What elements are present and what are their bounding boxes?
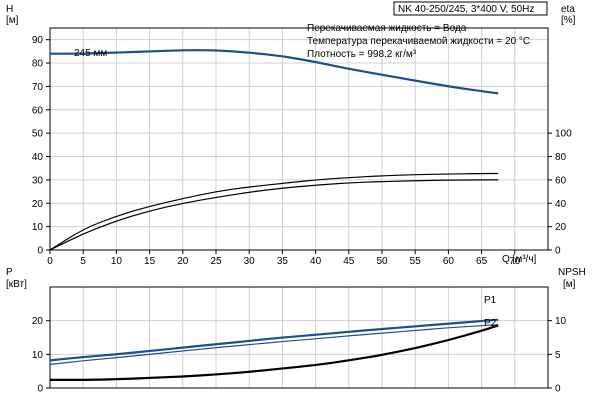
x-tick-label-14: 70 [509,256,521,267]
right-tick-label-3: 60 [555,175,567,186]
impeller-diameter-annotation: 245 мм [74,48,107,59]
left-tick-label-1: 10 [32,350,44,361]
right-tick-label-1: 20 [555,222,567,233]
series-line-eta-upper [49,172,499,251]
x-tick-label-0: 0 [47,256,53,267]
info-line-2: Температура перекачиваемой жидкости = 20… [307,36,530,47]
header-box [393,1,548,16]
x-tick-label-2: 10 [111,256,123,267]
series-line-npsh [49,324,499,381]
right-tick-label-0: 0 [555,246,561,257]
x-tick-label-10: 50 [376,256,388,267]
top-right-axis-label-line2: [%] [561,15,576,26]
left-tick-label-6: 60 [32,105,44,116]
series-label-p2: P2 [484,318,497,329]
series-line-eta-lower [49,179,499,251]
top-left-axis-label-line1: H [6,4,13,15]
left-tick-label-4: 40 [32,152,44,163]
top-left-axis-ticks: 0 10 20 30 40 50 60 70 80 90 [32,35,50,257]
left-tick-label-1: 10 [32,222,44,233]
x-tick-label-12: 60 [443,256,455,267]
x-tick-label-3: 15 [144,256,156,267]
right-tick-label-4: 80 [555,152,567,163]
x-tick-label-9: 45 [343,256,355,267]
series-line-h [49,49,499,95]
left-tick-label-0: 0 [37,246,43,257]
right-tick-label-5: 100 [555,129,572,140]
bottom-left-axis-label-line1: P [6,267,13,278]
left-tick-label-0: 0 [37,384,43,395]
right-tick-label-2: 40 [555,199,567,210]
top-gridlines [50,28,548,250]
info-line-1: Перекачиваемая жидкость = Вода [307,23,467,34]
x-tick-label-11: 55 [410,256,422,267]
bottom-panel: 0 10 20 0 5 10 P [кВт] NPSH [м] P1 P2 [6,267,586,395]
top-right-axis-label-line1: eta [561,4,575,15]
bottom-right-axis-ticks: 0 5 10 [548,316,567,395]
header-box-text: NK 40-250/245, 3*400 V, 50Hz [398,4,534,15]
bottom-plot-frame [49,286,549,389]
left-tick-label-9: 90 [32,35,44,46]
right-tick-label-1: 5 [555,350,561,361]
series-line-p2 [49,324,499,365]
bottom-right-axis-label-line2: [м] [563,279,576,290]
top-right-axis-ticks: 0 20 40 60 80 100 [548,129,572,257]
series-line-p1 [49,318,499,362]
top-x-axis-ticks: 0 5 10 15 20 25 30 35 40 45 50 55 60 65 70 [47,250,521,267]
bottom-left-axis-label-line2: [кВт] [6,279,27,290]
left-tick-label-2: 20 [32,199,44,210]
right-tick-label-0: 0 [555,384,561,395]
x-tick-label-1: 5 [80,256,86,267]
series-label-p1: P1 [484,295,497,306]
top-series-group [49,49,499,251]
x-tick-label-4: 20 [177,256,189,267]
x-tick-label-13: 65 [476,256,488,267]
x-tick-label-8: 40 [310,256,322,267]
x-tick-label-5: 25 [210,256,222,267]
left-tick-label-8: 80 [32,59,44,70]
bottom-right-axis-label-line1: NPSH [558,267,586,278]
x-tick-label-6: 30 [244,256,256,267]
top-left-axis-label-line2: [м] [6,15,19,26]
right-tick-label-2: 10 [555,316,567,327]
info-line-3: Плотность = 998.2 кг/м³ [307,49,417,60]
top-plot-frame [49,27,549,251]
bottom-gridlines [50,287,548,388]
top-panel: 0 10 20 30 40 50 60 70 80 90 0 20 40 60 80 100 0 5 10 15 2… [6,1,576,267]
left-tick-label-7: 70 [32,82,44,93]
left-tick-label-3: 30 [32,175,44,186]
left-tick-label-2: 20 [32,316,44,327]
x-axis-label: Q [м³/ч] [502,254,537,265]
bottom-left-axis-ticks: 0 10 20 [32,316,50,395]
left-tick-label-5: 50 [32,129,44,140]
bottom-series-group [49,318,499,381]
x-tick-label-7: 35 [277,256,289,267]
